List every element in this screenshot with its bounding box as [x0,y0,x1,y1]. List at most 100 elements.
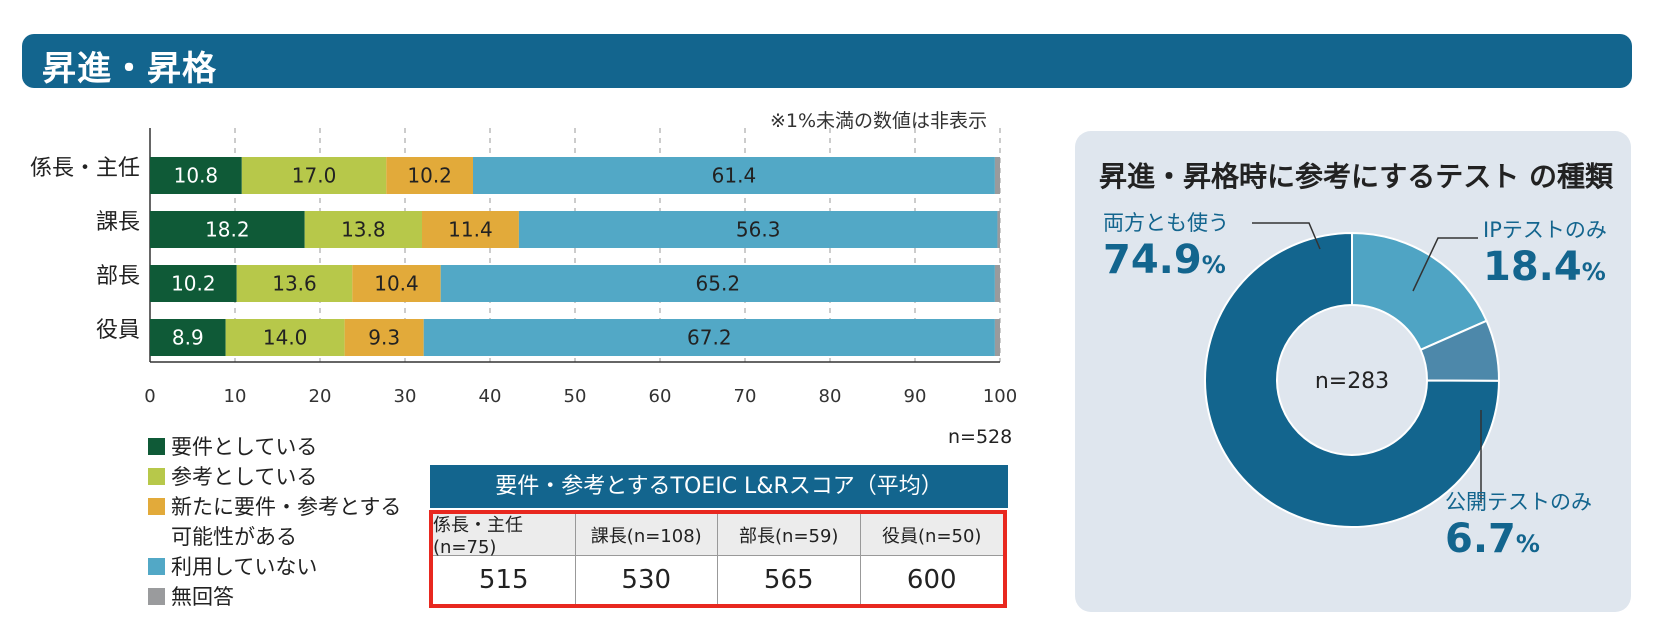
score-table-value: 600 [906,565,957,595]
legend-label: 利用していない [171,555,318,579]
x-tick-label: 70 [734,386,757,405]
legend-item: 利用していない [148,552,401,582]
bar-segment [994,265,1000,302]
bar-value-label: 10.8 [174,164,219,188]
legend-swatch [148,468,165,485]
bar-segment [150,211,305,248]
bar-value-label: 67.2 [687,326,732,350]
section-header: 昇進・昇格 [22,34,1632,89]
bar-segment [997,211,1000,248]
legend-swatch [148,498,165,515]
bar-value-label: 8.9 [172,326,204,350]
score-table-header: 部長(n=59) [718,514,861,556]
donut-slice [1204,231,1501,528]
slice-unit: % [1515,530,1540,558]
slice-unit: % [1201,251,1226,279]
score-table-title: 要件・参考とするTOEIC L&Rスコア（平均） [430,465,1008,508]
score-table-header: 課長(n=108) [575,514,718,556]
bar-segment [150,265,237,302]
bar-segment [352,265,441,302]
bar-segment [422,211,519,248]
bar-segment [386,157,473,194]
donut-label-public: 公開テストのみ 6.7% [1445,486,1592,562]
bar-value-label: 10.4 [374,272,419,296]
leader-line [1252,222,1321,250]
bar-value-label: 10.2 [171,272,216,296]
footnote: ※1%未満の数値は非表示 [770,110,988,132]
slice-name: 公開テストのみ [1445,490,1592,514]
legend-swatch [148,588,165,605]
donut-label-ip: IPテストのみ 18.4% [1483,214,1607,290]
bar-segment [440,265,995,302]
bar-sample-size: n=528 [948,426,1013,448]
score-table-value: 515 [433,556,576,604]
legend-label: 新たに要件・参考とする 可能性がある [171,495,402,549]
bar-value-label: 13.8 [341,218,386,242]
x-tick-label: 50 [564,386,587,405]
bar-segment [150,157,242,194]
slice-name: IPテストのみ [1483,218,1607,242]
bar-segment [150,319,226,356]
bar-value-label: 56.3 [736,218,781,242]
bar-segment [518,211,998,248]
category-label: 係長・主任 [30,156,140,181]
x-tick-label: 80 [819,386,842,405]
slice-unit: % [1581,258,1606,286]
legend-item: 要件としている [148,432,401,462]
legend-label: 参考としている [171,465,318,489]
score-table-value: 565 [718,556,861,604]
score-table: 係長・主任(n=75) 課長(n=108) 部長(n=59) 役員(n=50) … [429,510,1007,608]
bar-segment [994,157,1000,194]
slice-value: 74.9 [1103,237,1202,283]
slice-value: 18.4 [1483,244,1582,290]
x-tick-label: 100 [983,386,1017,405]
score-table-header: 係長・主任(n=75) [433,514,576,558]
bar-segment [225,319,345,356]
legend-swatch [148,438,165,455]
bar-legend: 要件としている 参考としている新たに要件・参考とする 可能性がある利用していない無… [148,432,401,612]
leader-line [1412,237,1478,292]
legend-item: 無回答 [148,582,401,612]
score-table-header: 役員(n=50) [860,514,1003,556]
bar-value-label: 11.4 [448,218,493,242]
x-tick-label: 40 [479,386,502,405]
category-label: 課長 [96,210,140,235]
donut-center-label: n=283 [1315,369,1389,394]
bar-value-label: 9.3 [368,326,400,350]
bar-segment [473,157,995,194]
test-type-panel: 昇進・昇格時に参考にするテスト の種類 n=283 両方とも使う 74.9% I… [1075,131,1631,612]
legend-label: 無回答 [171,585,234,609]
legend-label: 要件としている [171,435,318,459]
bar-segment [423,319,995,356]
bar-segment [304,211,422,248]
bar-value-label: 61.4 [712,164,757,188]
legend-item: 新たに要件・参考とする 可能性がある [148,492,401,552]
bar-value-label: 10.2 [407,164,452,188]
donut-title: 昇進・昇格時に参考にするテスト の種類 [1099,160,1614,193]
stacked-bar-chart: 0102030405060708090100[%]係長・主任10.817.010… [30,128,1017,405]
x-tick-label: 60 [649,386,672,405]
x-tick-label: 30 [394,386,417,405]
legend-swatch [148,558,165,575]
bar-value-label: 13.6 [272,272,317,296]
x-tick-label: 20 [309,386,332,405]
x-tick-label: 0 [144,386,155,405]
bar-segment [344,319,424,356]
bar-value-label: 65.2 [696,272,741,296]
bar-segment [236,265,353,302]
score-table-value: 530 [576,556,718,604]
section-title: 昇進・昇格 [42,49,217,89]
bar-value-label: 14.0 [263,326,308,350]
x-tick-label: 90 [904,386,927,405]
slice-name: 両方とも使う [1103,211,1229,235]
donut-chart: n=283 [1204,222,1501,528]
x-tick-label: 10 [224,386,247,405]
category-label: 部長 [96,264,140,289]
slice-value: 6.7 [1445,516,1516,562]
bar-segment [994,319,1000,356]
donut-label-both: 両方とも使う 74.9% [1103,207,1229,283]
category-label: 役員 [96,318,140,343]
bar-value-label: 17.0 [292,164,337,188]
bar-value-label: 18.2 [205,218,250,242]
legend-item: 参考としている [148,462,401,492]
